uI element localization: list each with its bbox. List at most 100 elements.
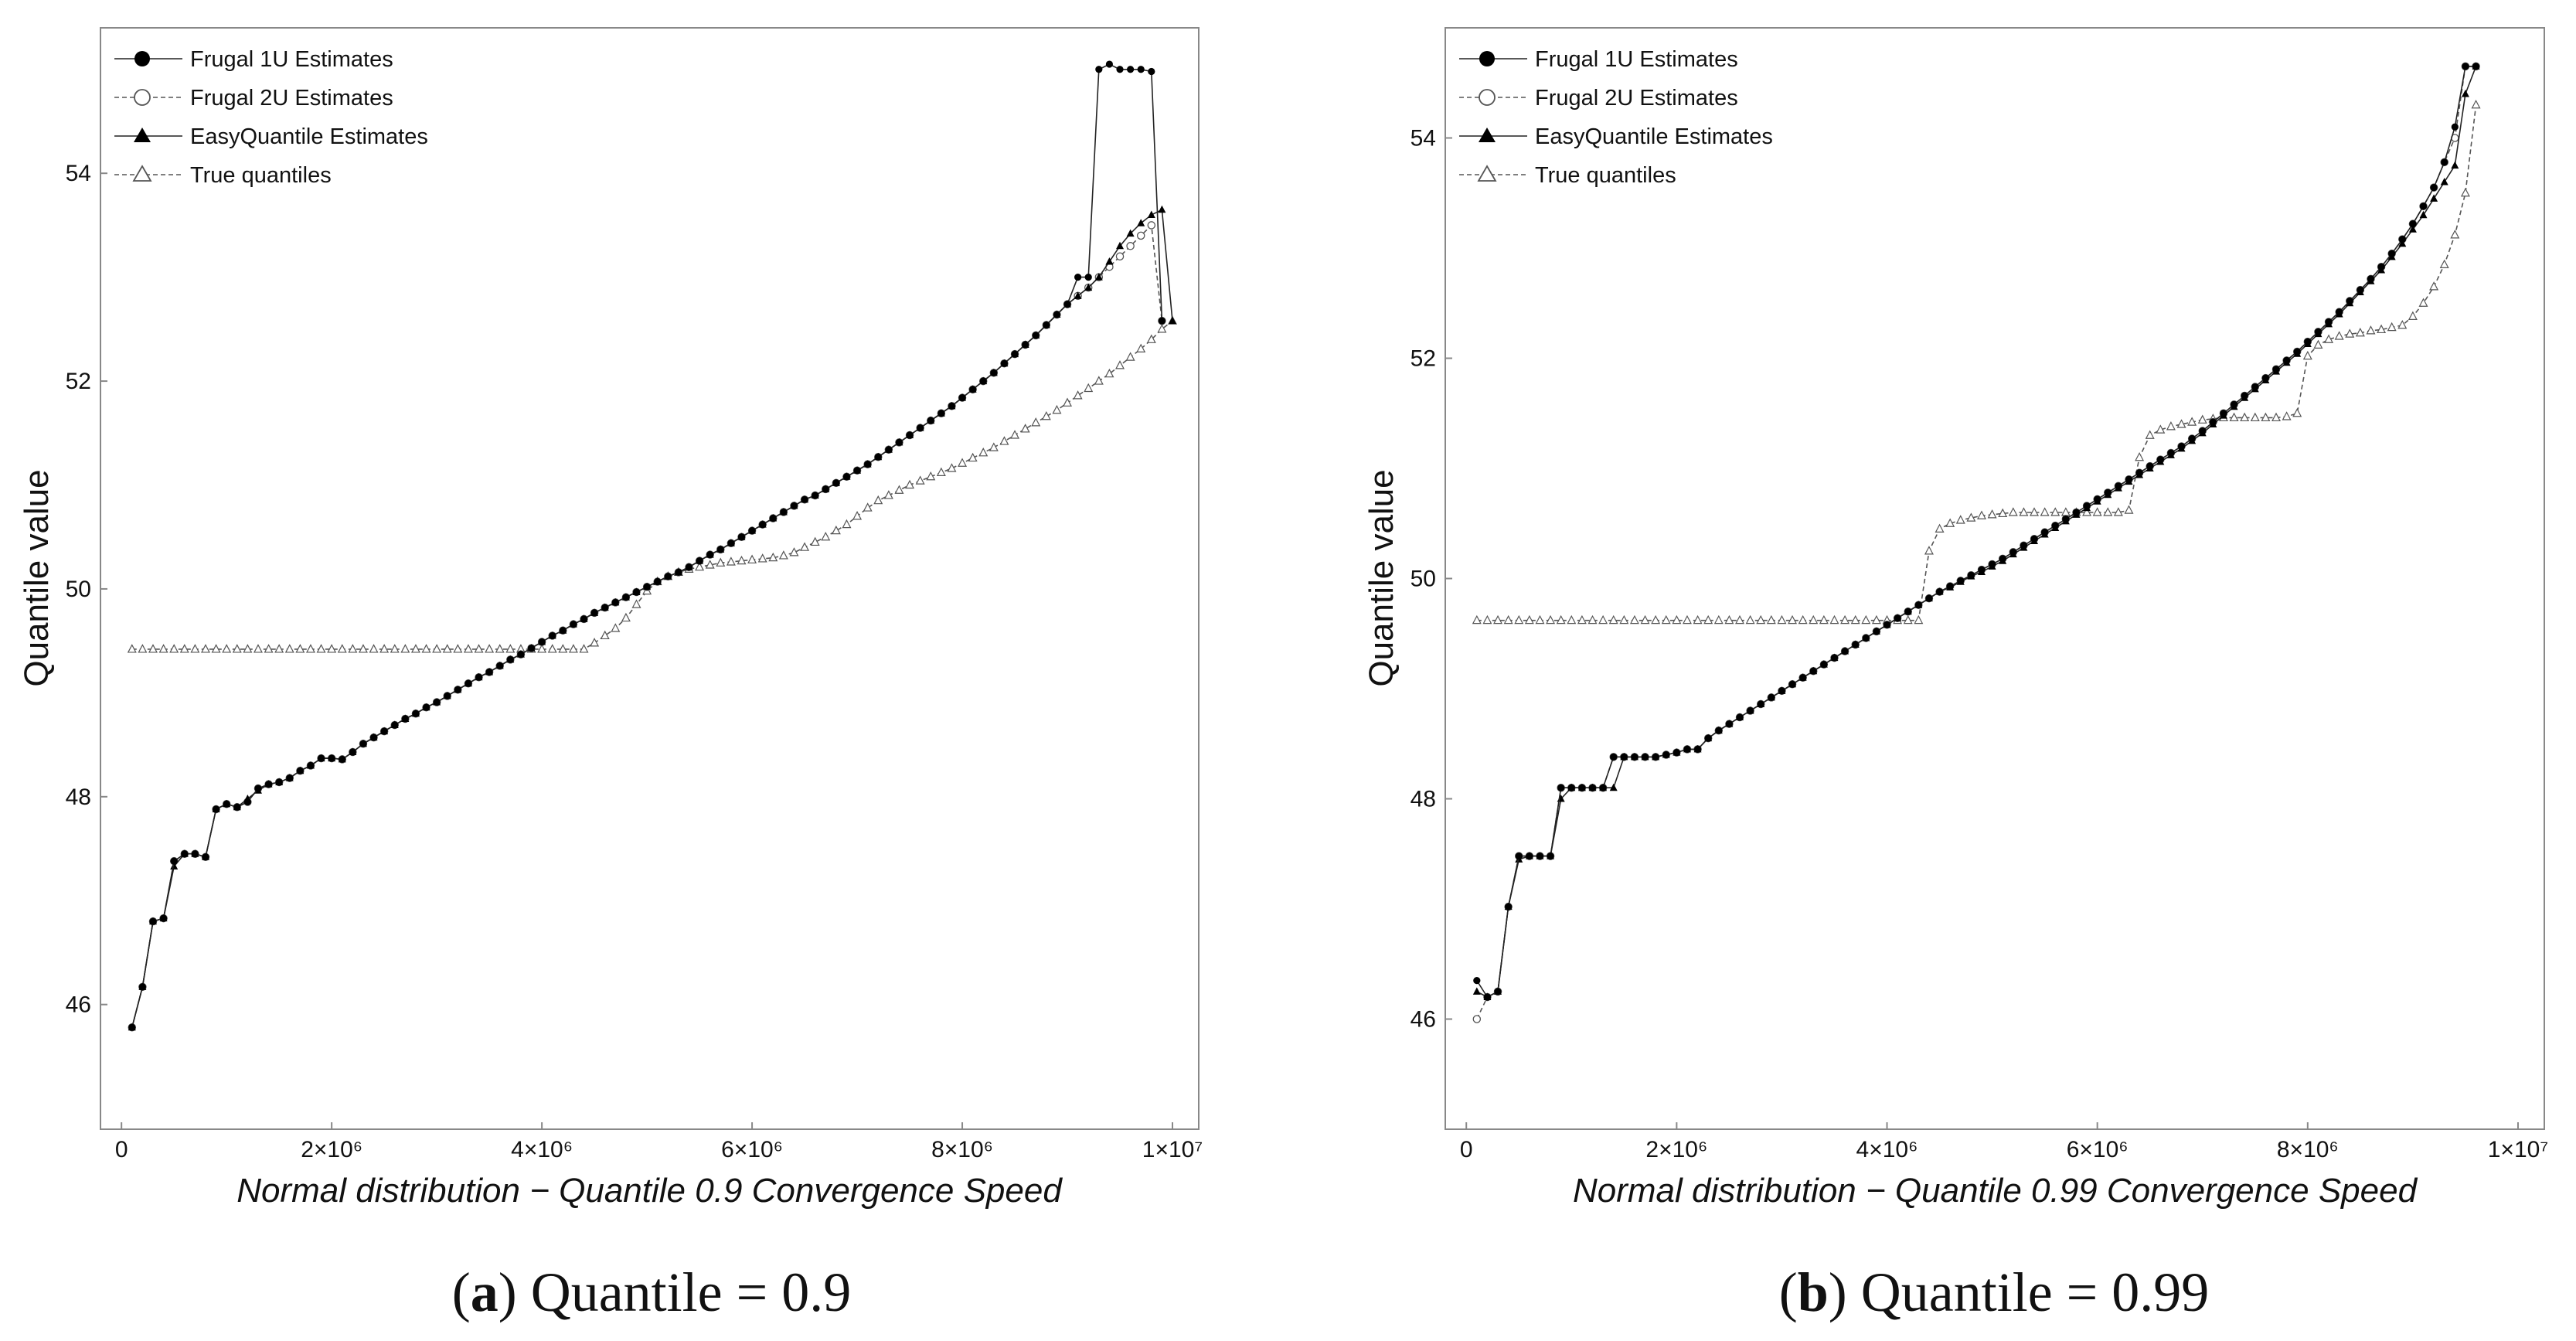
data-point: [2377, 324, 2387, 334]
data-point: [2188, 434, 2196, 443]
data-point: [768, 552, 778, 562]
data-point: [2019, 507, 2029, 516]
data-point: [1967, 571, 1975, 579]
data-point: [296, 767, 304, 774]
data-point: [264, 781, 273, 788]
data-point: [558, 644, 568, 653]
data-point: [369, 733, 378, 741]
data-point: [1819, 614, 1829, 625]
data-point: [778, 550, 788, 560]
data-point: [748, 527, 756, 535]
series-b: [1472, 62, 2481, 1023]
data-point: [1094, 376, 1104, 385]
data-point: [927, 417, 934, 424]
data-point: [2451, 123, 2459, 131]
data-point: [696, 557, 703, 565]
data-point: [705, 560, 715, 569]
data-point: [978, 448, 989, 457]
x-ticks-b: 0 2×10⁶ 4×10⁶ 6×10⁶ 8×10⁶ 1×10⁷: [1460, 1122, 2548, 1162]
data-point: [485, 668, 493, 676]
plot-frame-b: [1445, 27, 2545, 1130]
data-point: [1567, 614, 1577, 625]
data-point: [2334, 331, 2344, 340]
data-point: [695, 561, 705, 571]
data-point: [2355, 327, 2365, 337]
data-point: [2124, 505, 2134, 514]
data-point: [2471, 99, 2481, 109]
data-point: [1136, 343, 1146, 353]
data-point: [1777, 614, 1787, 625]
y-tick-label: 52: [66, 369, 91, 394]
x-tick-label: 8×10⁶: [931, 1137, 993, 1162]
data-point: [769, 514, 777, 522]
x-tick-label: 4×10⁶: [511, 1137, 573, 1162]
legend-entry-frugal-1u: Frugal 1U Estimates: [1459, 47, 1738, 72]
y-tick-label: 52: [1411, 346, 1436, 372]
data-point: [1861, 614, 1871, 625]
data-point: [926, 471, 936, 481]
data-point: [2146, 462, 2154, 470]
data-point: [969, 386, 977, 393]
data-point: [2220, 410, 2227, 417]
caption-b: (b) Quantile = 0.99: [1779, 1261, 2210, 1323]
data-point: [1147, 210, 1155, 218]
data-point: [2336, 308, 2343, 316]
data-point: [1031, 417, 1041, 427]
y-tick-label: 54: [66, 161, 91, 186]
legend-label: Frugal 2U Estimates: [1535, 86, 1738, 111]
data-point: [158, 644, 168, 653]
data-point: [1629, 614, 1639, 625]
data-point: [1693, 745, 1702, 753]
data-point: [800, 542, 810, 551]
data-point: [138, 644, 148, 653]
data-point: [359, 740, 367, 747]
data-point: [2082, 507, 2092, 516]
data-point: [1935, 523, 1945, 533]
data-point: [664, 573, 672, 580]
data-point: [1609, 783, 1618, 791]
data-point: [590, 638, 600, 647]
data-point: [1788, 614, 1798, 625]
data-point: [149, 917, 157, 925]
data-point: [505, 644, 516, 653]
data-point: [1148, 67, 1155, 76]
data-point: [1987, 509, 1997, 519]
legend-entry-true-quantiles: True quantiles: [1459, 163, 1676, 188]
data-point: [2040, 507, 2050, 516]
data-point: [853, 467, 861, 475]
data-point: [1473, 977, 1481, 985]
data-point: [1798, 614, 1808, 625]
data-point: [549, 631, 556, 640]
x-tick-label: 0: [1460, 1137, 1473, 1162]
data-point: [1619, 614, 1629, 625]
data-point: [1104, 368, 1114, 378]
legend-label: EasyQuantile Estimates: [190, 124, 428, 149]
data-point: [295, 644, 305, 653]
data-point: [1588, 784, 1597, 791]
data-point: [1136, 231, 1145, 240]
series-frugal-1u-estimates: [1473, 63, 2480, 1001]
filled-triangle-icon: [1479, 128, 1496, 142]
data-point: [2418, 298, 2428, 307]
data-point: [1820, 661, 1828, 669]
data-point: [1116, 66, 1124, 73]
data-point: [812, 492, 819, 499]
data-point: [2125, 475, 2133, 483]
data-point: [2450, 230, 2460, 239]
data-point: [917, 424, 924, 432]
data-point: [2072, 509, 2081, 516]
data-point: [1641, 753, 1649, 761]
data-point: [1747, 706, 1754, 715]
data-point: [1724, 614, 1734, 625]
data-point: [1978, 566, 1986, 573]
legend-label: True quantiles: [1535, 163, 1676, 188]
series-frugal-2u-estimates: [128, 221, 1166, 1032]
data-point: [2156, 424, 2166, 434]
data-point: [1852, 641, 1860, 648]
data-point: [2209, 418, 2217, 426]
legend-entry-frugal-2u: Frugal 2U Estimates: [114, 86, 393, 111]
data-point: [2472, 63, 2480, 70]
data-point: [305, 644, 315, 653]
data-point: [1063, 397, 1073, 407]
